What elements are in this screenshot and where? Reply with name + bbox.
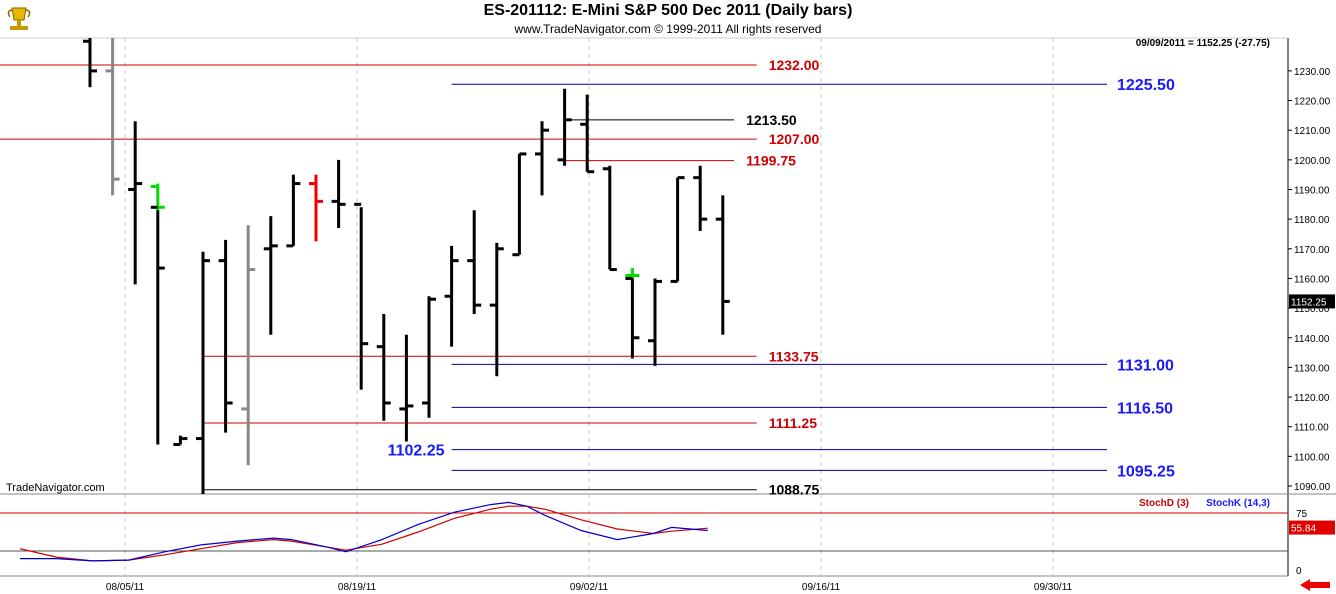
watermark-text: TradeNavigator.com <box>6 482 105 494</box>
legend-stochk: StochK (14,3) <box>1206 498 1270 509</box>
chart-title: ES-201112: E-Mini S&P 500 Dec 2011 (Dail… <box>483 2 853 19</box>
x-tick-label: 09/16/11 <box>802 582 841 593</box>
price-plot <box>0 38 1107 494</box>
y-tick-label: 1150.00 <box>1294 304 1330 315</box>
stoch-badge-text: 55.84 <box>1291 524 1316 535</box>
level-label: 1111.25 <box>769 415 818 431</box>
y-tick-label: 1210.00 <box>1294 126 1331 137</box>
legend-stochd: StochD (3) <box>1139 498 1189 509</box>
y-tick-label: 1100.00 <box>1294 452 1330 463</box>
level-label: 1207.00 <box>769 131 820 147</box>
level-label: 1095.25 <box>1117 463 1175 480</box>
level-label: 1116.50 <box>1117 400 1173 417</box>
y-tick-label: 1110.00 <box>1294 423 1329 434</box>
trophy-icon[interactable] <box>4 2 34 32</box>
left-arrow-icon[interactable] <box>1298 578 1332 592</box>
level-label: 1088.75 <box>769 482 820 498</box>
level-label: 1131.00 <box>1117 357 1174 374</box>
x-tick-label: 08/05/11 <box>106 582 145 593</box>
stoch-y-tick-label: 75 <box>1296 509 1308 520</box>
x-tick-label: 08/19/11 <box>338 582 377 593</box>
y-tick-label: 1120.00 <box>1294 393 1330 404</box>
level-label: 1213.50 <box>746 112 797 128</box>
y-tick-label: 1140.00 <box>1294 334 1330 345</box>
level-label: 1232.00 <box>769 57 820 73</box>
level-label: 1133.75 <box>769 348 819 364</box>
x-tick-label: 09/02/11 <box>570 582 609 593</box>
y-tick-label: 1130.00 <box>1294 363 1330 374</box>
stoch-y-tick-label: 0 <box>1296 566 1302 577</box>
y-tick-label: 1230.00 <box>1294 67 1331 78</box>
y-tick-label: 1090.00 <box>1294 482 1331 493</box>
stoch-line <box>20 501 708 562</box>
y-tick-label: 1160.00 <box>1294 274 1330 285</box>
chart-subtitle: www.TradeNavigator.com © 1999-2011 All r… <box>514 22 822 36</box>
price-badge-text: 1152.25 <box>1291 297 1327 308</box>
x-tick-label: 09/30/11 <box>1034 582 1073 593</box>
y-tick-label: 1180.00 <box>1294 215 1330 226</box>
y-tick-label: 1220.00 <box>1294 97 1331 108</box>
stoch-line <box>19 505 708 562</box>
y-tick-label: 1190.00 <box>1294 186 1330 197</box>
y-tick-label: 1170.00 <box>1294 245 1330 256</box>
y-tick-label: 1200.00 <box>1294 156 1331 167</box>
stoch-badge <box>1289 520 1335 535</box>
level-label: 1199.75 <box>746 153 796 169</box>
level-label: 1225.50 <box>1117 77 1175 94</box>
price-badge <box>1289 294 1335 309</box>
last-value-text: 09/09/2011 = 1152.25 (-27.75) <box>1136 38 1270 49</box>
level-label: 1102.25 <box>388 443 445 460</box>
